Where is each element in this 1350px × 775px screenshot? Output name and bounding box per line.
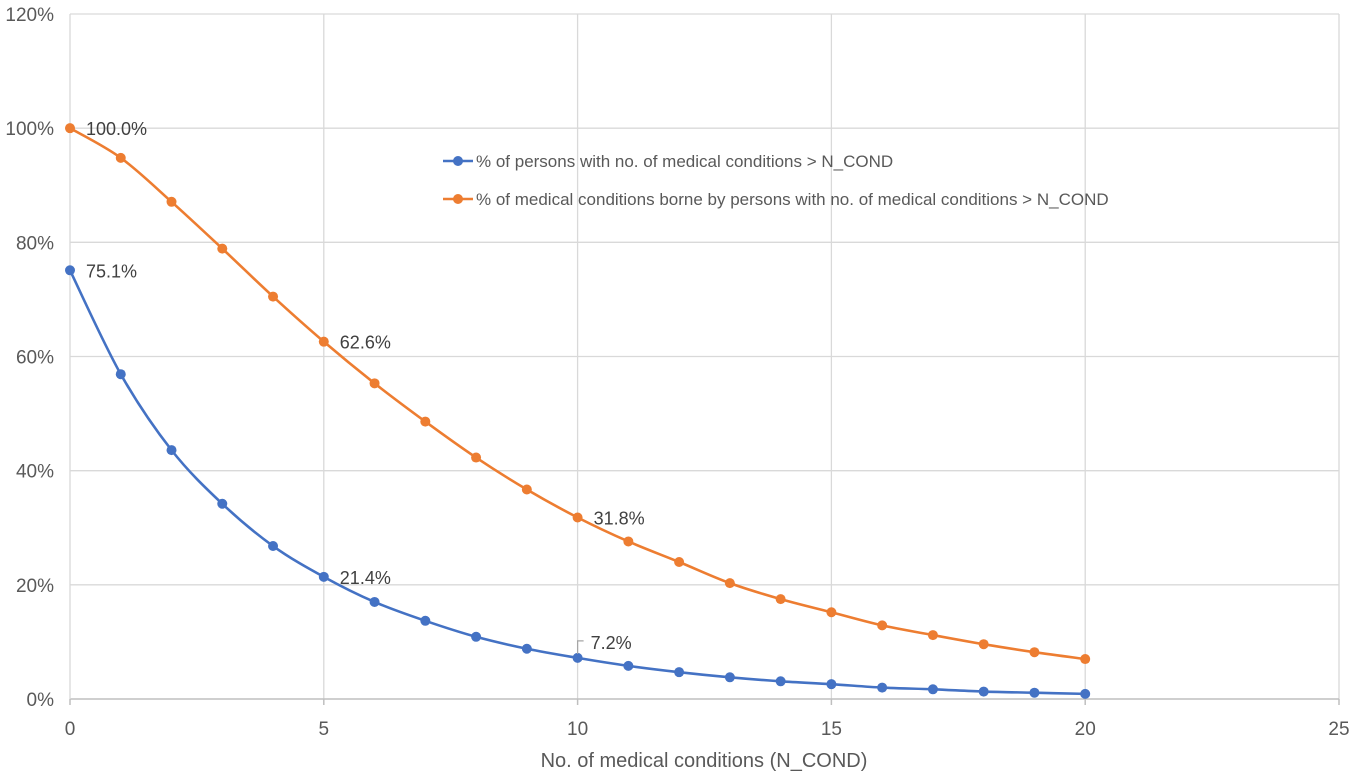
data-point-series-2 (1080, 654, 1091, 665)
legend-label-1: % of persons with no. of medical conditi… (476, 152, 893, 171)
x-tick-label: 5 (319, 719, 330, 740)
data-point-series-1 (521, 643, 532, 654)
legend-label-2: % of medical conditions borne by persons… (476, 190, 1109, 209)
data-point-series-2 (420, 416, 431, 427)
data-point-series-2 (927, 630, 938, 641)
data-point-series-2 (724, 578, 735, 589)
data-point-series-1 (115, 369, 126, 380)
data-point-series-2 (775, 594, 786, 605)
data-point-series-2 (826, 607, 837, 618)
gridlines (70, 13, 1340, 699)
data-point-series-1 (369, 596, 380, 607)
data-point-series-2 (572, 512, 583, 523)
data-label: 100.0% (86, 119, 147, 139)
y-tick-label: 80% (16, 233, 54, 254)
data-point-series-2 (166, 196, 177, 207)
axes: 0% 20% 40% 60% 80% 100% 120% 0 5 10 15 20 25 (5, 5, 1349, 740)
data-label: 75.1% (86, 261, 137, 281)
data-labels: 75.1% 21.4% 7.2% 100.0% 62.6% 31.8% (86, 119, 645, 654)
data-label: 21.4% (340, 568, 391, 588)
data-point-series-1 (572, 652, 583, 663)
data-point-series-1 (65, 265, 75, 276)
x-tick-label: 10 (567, 719, 588, 740)
y-tick-label: 60% (16, 348, 54, 369)
data-point-series-1 (217, 498, 228, 509)
data-point-series-1 (927, 684, 938, 695)
y-tick-label: 0% (27, 690, 55, 711)
data-point-series-2 (674, 557, 685, 567)
data-point-series-1 (318, 571, 329, 582)
data-point-series-1 (420, 615, 431, 626)
data-point-series-1 (1029, 687, 1040, 698)
data-point-series-2 (877, 620, 888, 631)
y-tick-label: 120% (5, 5, 54, 26)
data-point-series-2 (1029, 647, 1040, 658)
data-point-series-1 (826, 679, 837, 690)
series (65, 123, 1091, 699)
x-tick-label: 15 (821, 719, 842, 740)
data-point-series-2 (521, 484, 532, 495)
legend: % of persons with no. of medical conditi… (443, 152, 1109, 209)
data-point-series-2 (623, 536, 634, 547)
data-point-series-2 (268, 291, 279, 302)
y-tick-label: 20% (16, 576, 54, 597)
legend-marker-1 (453, 156, 463, 166)
y-tick-label: 100% (5, 119, 54, 140)
x-axis-title: No. of medical conditions (N_COND) (541, 750, 868, 772)
legend-marker-2 (453, 194, 463, 204)
data-point-series-2 (217, 243, 228, 254)
data-point-series-1 (268, 541, 279, 552)
data-label: 31.8% (594, 508, 645, 528)
data-point-series-1 (674, 667, 685, 678)
data-point-series-1 (775, 676, 786, 687)
data-point-series-1 (1080, 688, 1091, 699)
data-label-leader (577, 640, 584, 654)
data-point-series-1 (724, 672, 735, 683)
data-label: 62.6% (340, 333, 391, 353)
data-point-series-1 (166, 445, 177, 456)
data-point-series-2 (978, 639, 989, 650)
data-point-series-1 (978, 686, 989, 697)
y-tick-label: 40% (16, 462, 54, 483)
data-point-series-2 (369, 378, 380, 389)
data-point-series-2 (471, 452, 482, 463)
data-point-series-2 (65, 123, 75, 134)
data-label: 7.2% (591, 633, 632, 653)
data-point-series-1 (623, 660, 634, 671)
series-line-2 (69, 127, 1086, 661)
x-tick-label: 0 (65, 719, 76, 740)
data-point-series-1 (877, 682, 888, 693)
x-tick-label: 25 (1328, 719, 1349, 740)
data-point-series-2 (318, 336, 329, 347)
data-point-series-2 (115, 152, 126, 163)
data-point-series-1 (471, 631, 482, 642)
x-tick-label: 20 (1075, 719, 1096, 740)
